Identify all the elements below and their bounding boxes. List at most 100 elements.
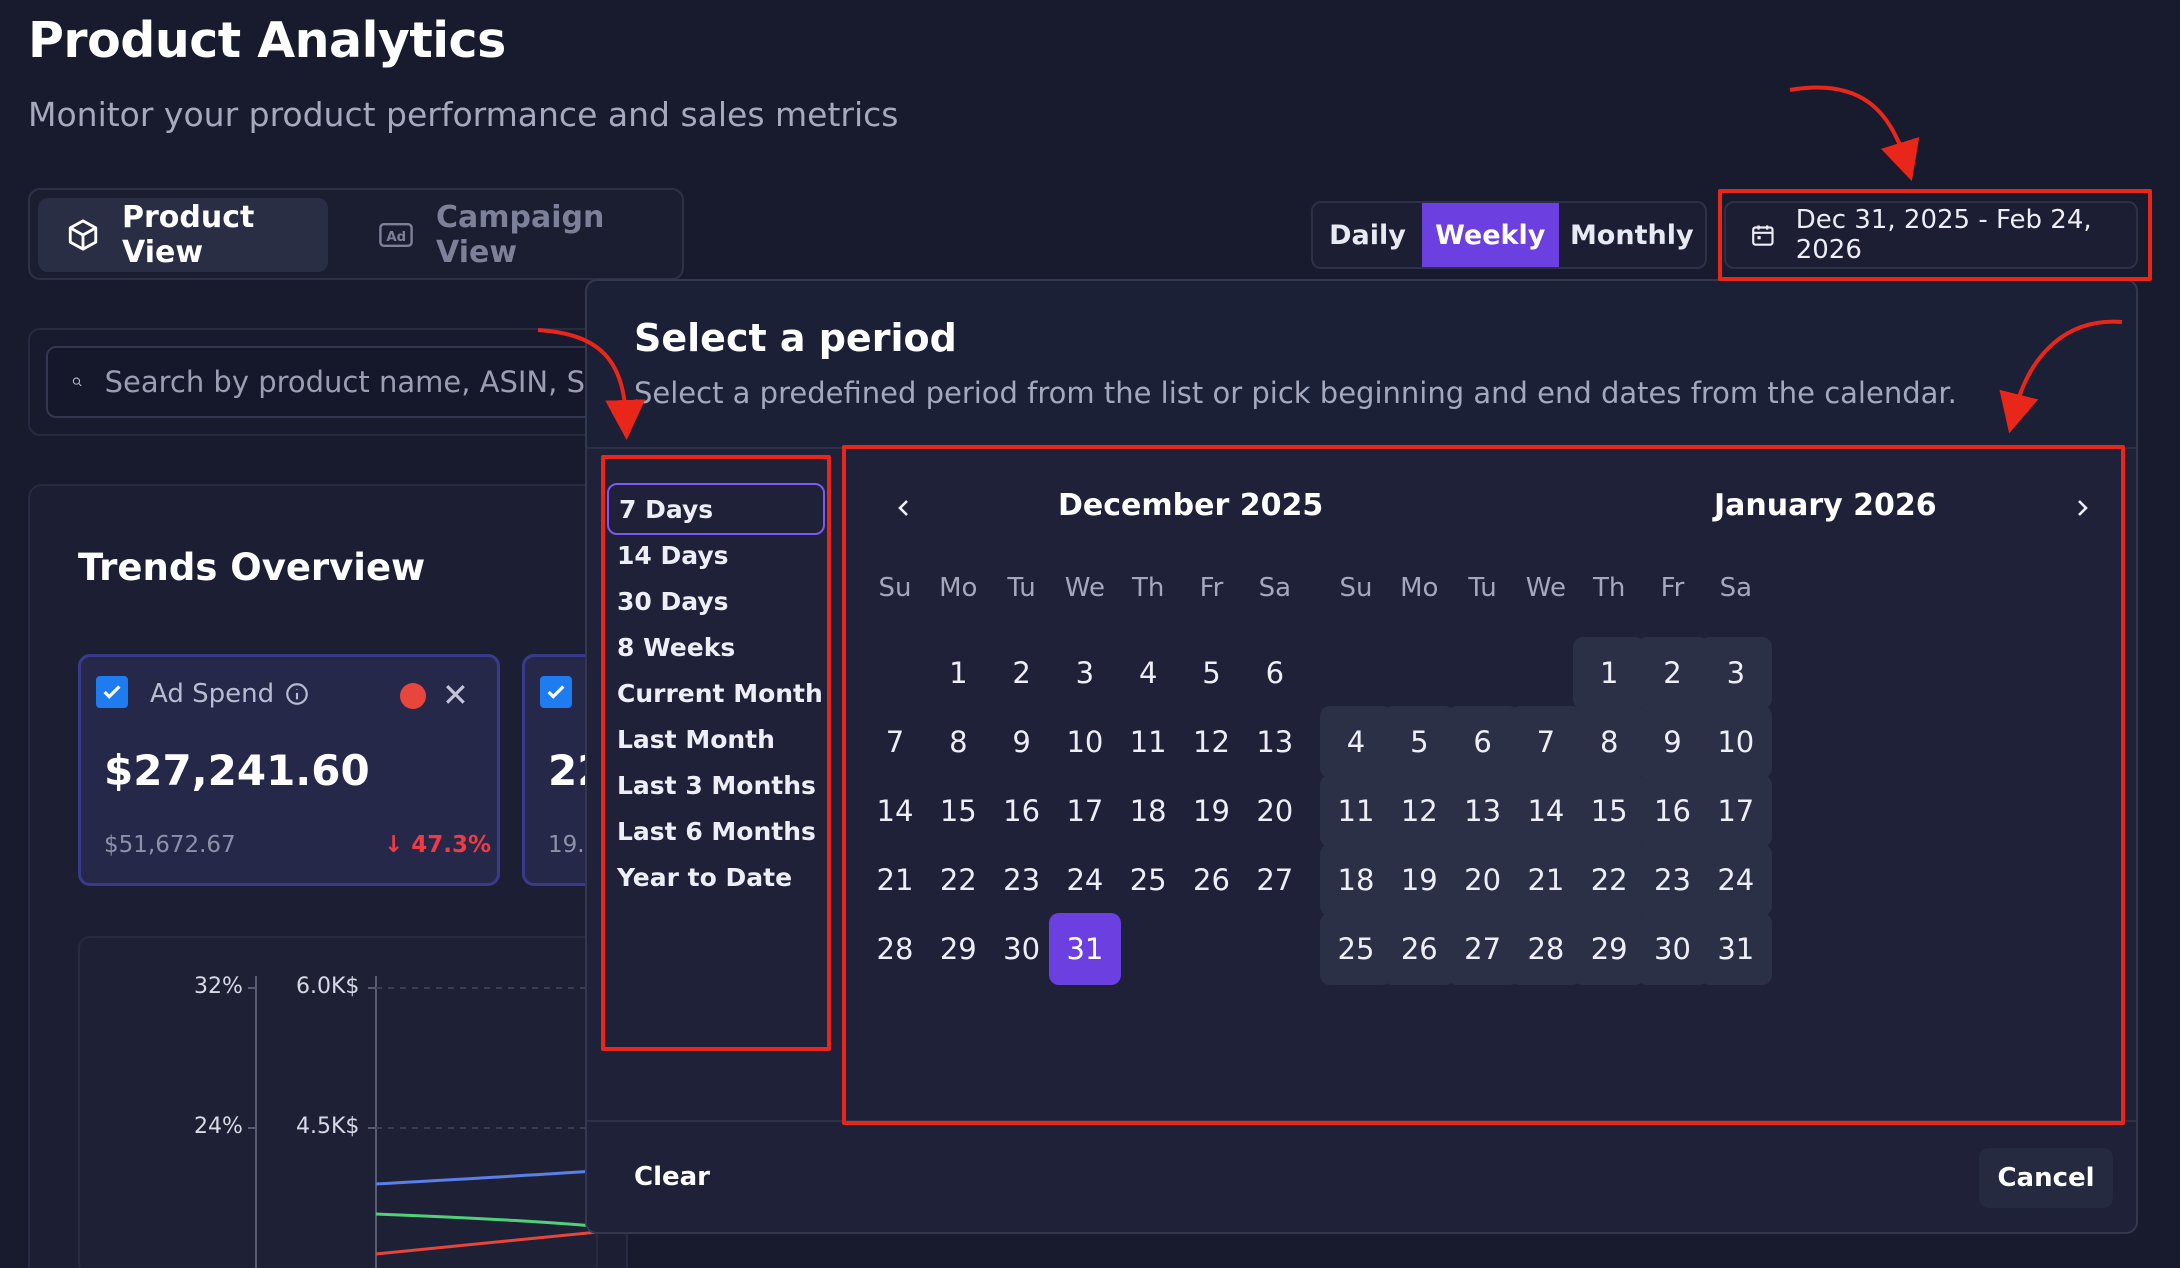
december-day[interactable]: 20 [1256,794,1294,828]
cancel-button[interactable]: Cancel [1979,1148,2113,1208]
january-day[interactable]: 30 [1636,913,1709,985]
december-day[interactable]: 22 [939,863,977,897]
january-day[interactable]: 9 [1636,706,1709,778]
january-day[interactable]: 28 [1509,913,1582,985]
preset-option[interactable]: 8 Weeks [617,632,736,662]
cube-icon [68,219,98,251]
january-day[interactable]: 24 [1699,844,1772,916]
january-day[interactable]: 13 [1446,775,1519,847]
chevron-right-icon [2078,500,2088,516]
december-day[interactable]: 17 [1066,794,1104,828]
december-day[interactable]: 2 [1012,656,1031,690]
january-day[interactable]: 10 [1699,706,1772,778]
january-day[interactable]: 14 [1509,775,1582,847]
january-day[interactable]: 18 [1320,844,1392,916]
preset-option[interactable]: Last 3 Months [617,770,816,800]
january-day[interactable]: 15 [1573,775,1646,847]
december-day[interactable]: 25 [1129,863,1167,897]
period-monthly-button[interactable]: Monthly [1569,219,1694,251]
weekday-label: We [1525,573,1566,603]
period-daily-button[interactable]: Daily [1329,219,1406,251]
december-day[interactable]: 27 [1256,863,1294,897]
december-day[interactable]: 1 [949,656,968,690]
january-day[interactable]: 5 [1383,706,1456,778]
january-day[interactable]: 17 [1699,775,1772,847]
december-day[interactable]: 8 [949,725,968,759]
january-day[interactable]: 12 [1383,775,1456,847]
search-input[interactable]: Search by product name, ASIN, SK [46,346,606,418]
info-icon[interactable] [284,681,310,707]
january-day[interactable]: 31 [1699,913,1772,985]
december-day[interactable]: 29 [939,932,977,966]
january-day[interactable]: 23 [1636,844,1709,916]
january-day[interactable]: 6 [1446,706,1519,778]
date-range-button[interactable]: Dec 31, 2025 - Feb 24, 2026 [1724,201,2138,269]
clear-button[interactable]: Clear [634,1162,710,1192]
december-day[interactable]: 16 [1003,794,1041,828]
preset-option[interactable]: 30 Days [617,586,729,616]
preset-option[interactable]: Last Month [617,724,775,754]
january-day[interactable]: 21 [1509,844,1582,916]
december-day[interactable]: 10 [1066,725,1104,759]
december-day[interactable]: 24 [1066,863,1104,897]
december-day[interactable]: 14 [876,794,914,828]
december-day[interactable]: 7 [885,725,905,759]
december-day[interactable]: 6 [1265,656,1285,690]
next-month-button[interactable] [2070,491,2094,531]
december-day[interactable]: 31 [1048,913,1121,985]
december-day[interactable]: 5 [1202,656,1221,690]
january-day[interactable]: 7 [1509,706,1582,778]
preset-option[interactable]: Current Month [617,678,823,708]
metric-card-ad-spend[interactable] [78,654,500,886]
december-day[interactable]: 18 [1129,794,1167,828]
weekday-label: Mo [1400,573,1439,603]
january-day[interactable]: 3 [1699,637,1772,709]
weekday-label: Tu [1468,573,1497,603]
close-icon[interactable]: ✕ [442,676,469,714]
december-day[interactable]: 28 [876,932,914,966]
annotation-box-date-range [1718,189,2152,281]
ad-spend-checkbox[interactable] [96,676,128,708]
ad-spend-label-group: Ad Spend [150,679,310,709]
preset-option[interactable]: Last 6 Months [617,816,816,846]
preset-option[interactable]: 14 Days [617,540,729,570]
popup-footer [587,1120,2136,1232]
january-day[interactable]: 26 [1383,913,1456,985]
december-day[interactable]: 3 [1075,656,1095,690]
january-day[interactable]: 27 [1446,913,1519,985]
january-day[interactable]: 22 [1573,844,1646,916]
january-day[interactable]: 20 [1446,844,1519,916]
december-day[interactable]: 30 [1003,932,1041,966]
december-day[interactable]: 11 [1129,725,1167,759]
january-day[interactable]: 2 [1636,637,1709,709]
y-left-tick: 24% [194,1114,243,1139]
december-day[interactable]: 26 [1193,863,1230,897]
december-day[interactable]: 19 [1193,794,1230,828]
view-switch: Product View Ad Campaign View [28,188,684,280]
annotation-box-calendar [842,445,2125,1125]
preset-option[interactable]: Year to Date [617,862,793,892]
metric2-checkbox[interactable] [540,676,572,708]
series-color-dot [400,683,426,709]
december-day[interactable]: 12 [1193,725,1230,759]
product-view-button[interactable]: Product View [38,198,328,272]
december-day[interactable]: 4 [1138,656,1158,690]
january-day[interactable]: 1 [1573,637,1646,709]
december-day[interactable]: 15 [939,794,977,828]
page-title: Product Analytics [28,12,506,69]
campaign-view-button[interactable]: Ad Campaign View [350,198,680,272]
december-day[interactable]: 21 [876,863,914,897]
december-day[interactable]: 23 [1003,863,1041,897]
december-day[interactable]: 9 [1012,725,1031,759]
january-day[interactable]: 16 [1636,775,1709,847]
period-weekly-button[interactable]: Weekly [1421,203,1559,267]
january-day[interactable]: 29 [1573,913,1646,985]
january-day[interactable]: 11 [1320,775,1392,847]
january-day[interactable]: 8 [1573,706,1646,778]
january-day[interactable]: 25 [1320,913,1392,985]
preset-option[interactable]: 7 Days [607,483,825,535]
january-day[interactable]: 19 [1383,844,1456,916]
january-day[interactable]: 4 [1320,706,1392,778]
december-day[interactable]: 13 [1256,725,1294,759]
prev-month-button[interactable] [892,491,916,531]
